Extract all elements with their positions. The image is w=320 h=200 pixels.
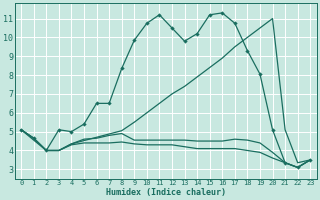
X-axis label: Humidex (Indice chaleur): Humidex (Indice chaleur): [106, 188, 226, 197]
